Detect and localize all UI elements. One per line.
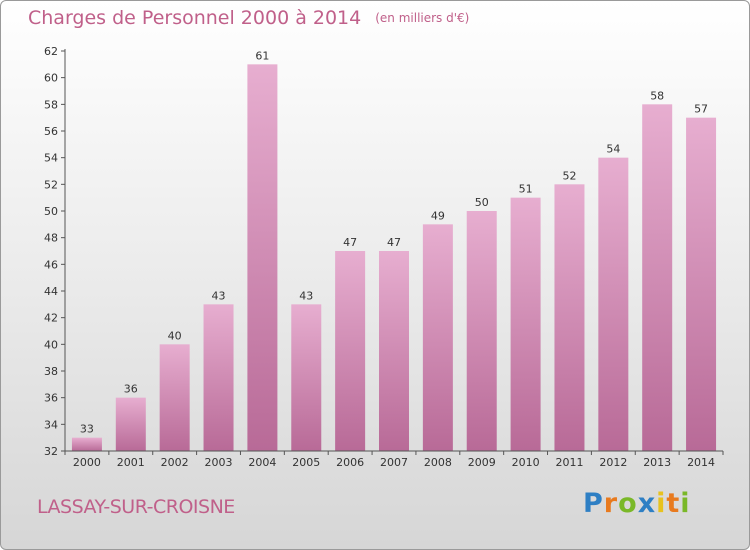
x-tick-label-2012: 2012	[599, 456, 627, 469]
bar-2012	[598, 157, 629, 451]
bar-2005	[291, 304, 322, 451]
bar-2006	[335, 251, 366, 451]
value-label-2011: 52	[562, 169, 576, 182]
y-tick-label-44: 44	[44, 285, 58, 298]
value-label-2012: 54	[606, 143, 620, 156]
logo-letter: o	[618, 488, 638, 519]
x-tick-label-2010: 2010	[512, 456, 540, 469]
y-tick-label-58: 58	[44, 98, 58, 111]
value-label-2008: 49	[431, 209, 445, 222]
logo-letter: P	[583, 488, 604, 519]
bar-2000	[71, 437, 102, 451]
x-tick-label-2004: 2004	[248, 456, 276, 469]
chart-title: Charges de Personnel 2000 à 2014	[28, 7, 362, 29]
logo-letter: t	[666, 488, 681, 519]
value-label-2004: 61	[255, 49, 269, 62]
value-label-2005: 43	[299, 289, 313, 302]
y-tick-label-38: 38	[44, 365, 58, 378]
y-tick-label-54: 54	[44, 152, 58, 165]
proxiti-logo: Proxiti	[583, 488, 691, 519]
value-label-2001: 36	[124, 383, 138, 396]
x-tick-label-2000: 2000	[73, 456, 101, 469]
y-tick-label-50: 50	[44, 205, 58, 218]
value-label-2007: 47	[387, 236, 401, 249]
bar-2013	[642, 104, 673, 451]
value-label-2000: 33	[80, 423, 94, 436]
bar-2008	[422, 224, 453, 451]
bar-2014	[686, 117, 717, 452]
axes-group: 2000 2001 2002 2003 2004 2005 2006 2007 2008 2009…	[44, 45, 724, 469]
x-tick-label-2014: 2014	[687, 456, 715, 469]
x-tick-label-2005: 2005	[292, 456, 320, 469]
bar-2009	[466, 211, 497, 451]
x-tick-label-2007: 2007	[380, 456, 408, 469]
x-tick-label-2008: 2008	[424, 456, 452, 469]
y-tick-label-56: 56	[44, 125, 58, 138]
x-tick-label-2002: 2002	[161, 456, 189, 469]
y-tick-label-34: 34	[44, 418, 58, 431]
value-label-2003: 43	[212, 289, 226, 302]
y-tick-label-42: 42	[44, 312, 58, 325]
bar-2007	[379, 251, 409, 451]
logo-letter: x	[637, 488, 657, 519]
x-tick-label-2011: 2011	[555, 456, 583, 469]
x-tick-label-2006: 2006	[336, 456, 364, 469]
x-tick-label-2013: 2013	[643, 456, 671, 469]
y-tick-label-60: 60	[44, 72, 58, 85]
bar-2001	[115, 397, 146, 451]
bar-2004	[247, 64, 278, 452]
y-tick-label-48: 48	[44, 232, 58, 245]
logo-letter: i	[656, 488, 667, 519]
value-label-2010: 51	[519, 183, 533, 196]
value-label-2002: 40	[168, 329, 182, 342]
x-tick-label-2009: 2009	[468, 456, 496, 469]
value-label-2006: 47	[343, 236, 357, 249]
bar-2002	[159, 344, 190, 451]
chart-unit: (en milliers d'€)	[375, 11, 470, 25]
y-tick-label-46: 46	[44, 258, 58, 271]
y-tick-label-52: 52	[44, 178, 58, 191]
value-label-2013: 58	[650, 89, 664, 102]
commune-name: LASSAY-SUR-CROISNE	[37, 496, 235, 518]
bar-2003	[203, 304, 234, 451]
bar-2011	[554, 184, 585, 452]
logo-letter: i	[680, 488, 691, 519]
y-tick-label-62: 62	[44, 45, 58, 58]
value-label-2014: 57	[694, 103, 708, 116]
y-tick-label-40: 40	[44, 338, 58, 351]
y-tick-label-32: 32	[44, 445, 58, 458]
x-tick-label-2001: 2001	[117, 456, 145, 469]
bar-2010	[510, 197, 541, 451]
logo-letter: r	[603, 488, 619, 519]
chart-title-block: Charges de Personnel 2000 à 2014 (en mill…	[28, 7, 469, 29]
bars-group: 33 36 40 43 61 43 47 47 49 50 51 52 54 58 57	[71, 49, 717, 452]
value-label-2009: 50	[475, 196, 489, 209]
x-tick-label-2003: 2003	[205, 456, 233, 469]
y-tick-label-36: 36	[44, 392, 58, 405]
